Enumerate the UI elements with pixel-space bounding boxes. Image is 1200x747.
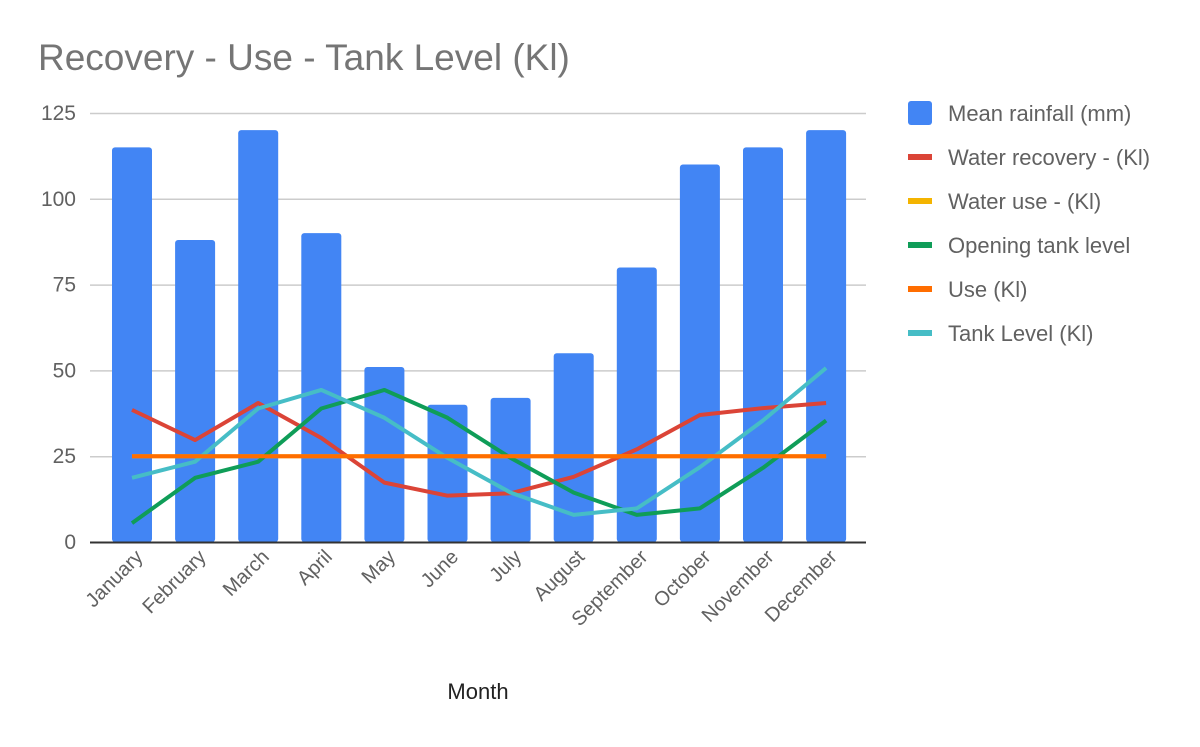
legend-swatch	[908, 286, 932, 292]
line-opening-tank-level	[130, 387, 828, 525]
x-axis-title: Month	[447, 679, 508, 704]
x-tick-label: January	[82, 546, 148, 612]
legend-label: Opening tank level	[948, 233, 1130, 258]
x-tick-label: March	[219, 546, 274, 601]
x-tick-label: April	[293, 546, 337, 590]
chart-title: Recovery - Use - Tank Level (Kl)	[38, 37, 570, 78]
legend-label: Water use - (Kl)	[948, 189, 1101, 214]
legend-swatch	[908, 330, 932, 336]
bar-march	[238, 130, 279, 542]
legend-label: Use (Kl)	[948, 277, 1027, 302]
legend-item[interactable]: Water recovery - (Kl)	[908, 145, 1150, 170]
bar-october	[679, 164, 720, 543]
line-water-recovery-kl	[131, 401, 827, 498]
bar-series	[112, 130, 847, 543]
bar-june	[427, 404, 468, 542]
legend: Mean rainfall (mm) Water recovery - (Kl) W…	[908, 101, 1150, 346]
legend-item[interactable]: Opening tank level	[908, 233, 1130, 258]
x-tick-label: June	[417, 546, 463, 592]
bar-july	[490, 397, 531, 542]
y-tick-label: 125	[41, 102, 76, 125]
legend-label: Water recovery - (Kl)	[948, 145, 1150, 170]
x-tick-label: August	[530, 546, 590, 606]
y-tick-label: 50	[53, 359, 76, 382]
x-tick-label: February	[138, 546, 210, 618]
bar-september	[616, 267, 657, 542]
bar-february	[175, 239, 216, 542]
line-tank-level-kl	[131, 366, 828, 517]
legend-item[interactable]: Tank Level (Kl)	[908, 321, 1094, 346]
y-tick-label: 100	[41, 188, 76, 211]
legend-swatch	[908, 198, 932, 204]
y-tick-label: 75	[53, 274, 76, 297]
line-series	[130, 366, 828, 525]
bar-december	[806, 130, 847, 542]
y-tick-label: 0	[64, 531, 76, 554]
legend-swatch	[908, 242, 932, 248]
legend-swatch	[908, 154, 932, 160]
legend-item[interactable]: Mean rainfall (mm)	[908, 101, 1131, 126]
legend-item[interactable]: Use (Kl)	[908, 277, 1027, 302]
y-axis-ticks: 0 25 50 75 100 125	[41, 102, 76, 554]
legend-item[interactable]: Water use - (Kl)	[908, 189, 1101, 214]
legend-label: Tank Level (Kl)	[948, 321, 1094, 346]
y-tick-label: 25	[53, 445, 76, 468]
legend-swatch	[908, 101, 932, 125]
x-tick-label: July	[485, 546, 526, 587]
bar-april	[301, 233, 342, 542]
bar-november	[743, 147, 783, 542]
x-tick-label: May	[358, 546, 400, 588]
legend-label: Mean rainfall (mm)	[948, 101, 1131, 126]
bar-january	[112, 147, 152, 542]
